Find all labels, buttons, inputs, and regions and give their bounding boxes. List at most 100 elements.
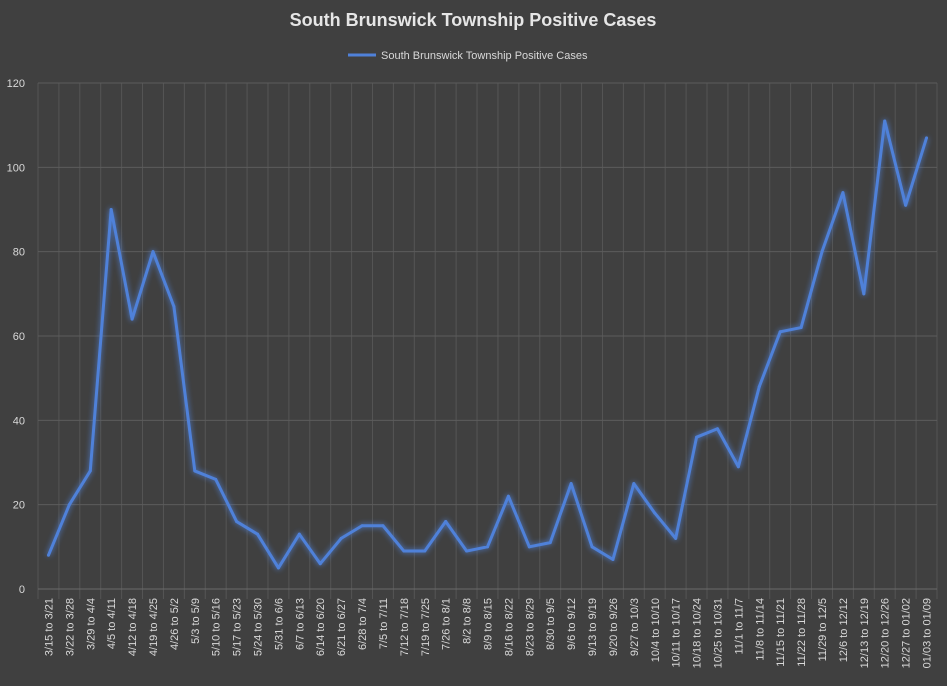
data-point bbox=[548, 541, 552, 545]
x-tick-label: 7/5 to 7/11 bbox=[378, 598, 390, 649]
data-point bbox=[214, 477, 218, 481]
x-tick-label: 4/26 to 5/2 bbox=[169, 598, 181, 650]
y-tick-label: 20 bbox=[13, 500, 25, 512]
data-point bbox=[925, 136, 929, 140]
y-tick-label: 100 bbox=[7, 162, 25, 174]
x-tick-label: 11/29 to 12/5 bbox=[817, 598, 829, 661]
x-tick-label: 01/03 to 01/09 bbox=[922, 598, 934, 668]
x-tick-label: 10/25 to 10/31 bbox=[712, 598, 724, 668]
data-point bbox=[841, 191, 845, 195]
data-point bbox=[130, 317, 134, 321]
x-tick-label: 4/19 to 4/25 bbox=[148, 598, 160, 656]
y-axis: 0 20 40 60 80 100 120 bbox=[7, 78, 25, 596]
legend: South Brunswick Township Positive Cases bbox=[348, 50, 588, 62]
data-point bbox=[465, 549, 469, 553]
data-point bbox=[172, 304, 176, 308]
x-tick-label: 12/27 to 01/02 bbox=[901, 598, 913, 668]
data-point bbox=[799, 326, 803, 330]
data-point bbox=[653, 511, 657, 515]
x-tick-label: 8/23 to 8/29 bbox=[524, 598, 536, 656]
data-point bbox=[778, 330, 782, 334]
data-point bbox=[318, 562, 322, 566]
data-point bbox=[339, 536, 343, 540]
x-tick-label: 9/20 to 9/26 bbox=[608, 598, 620, 656]
data-point bbox=[235, 520, 239, 524]
data-point bbox=[46, 553, 50, 557]
x-tick-label: 10/11 to 10/17 bbox=[671, 598, 683, 668]
legend-label: South Brunswick Township Positive Cases bbox=[381, 50, 588, 62]
x-tick-label: 5/24 to 5/30 bbox=[253, 598, 265, 656]
data-point bbox=[193, 469, 197, 473]
x-tick-label: 6/7 to 6/13 bbox=[294, 598, 306, 650]
data-point bbox=[151, 250, 155, 254]
x-tick-label: 10/18 to 10/24 bbox=[692, 598, 704, 668]
x-tick-label: 7/26 to 8/1 bbox=[441, 598, 453, 650]
data-point bbox=[67, 503, 71, 507]
x-tick-label: 8/9 to 8/15 bbox=[483, 598, 495, 650]
x-tick-label: 6/14 to 6/20 bbox=[315, 598, 327, 656]
x-tick-label: 11/22 to 11/28 bbox=[796, 598, 808, 667]
x-axis: 3/15 to 3/21 3/22 to 3/28 3/29 to 4/4 4/5 t… bbox=[43, 598, 933, 668]
data-point bbox=[506, 494, 510, 498]
x-tick-label: 4/5 to 4/11 bbox=[106, 598, 118, 649]
x-tick-label: 8/2 to 8/8 bbox=[462, 598, 474, 644]
data-point bbox=[109, 208, 113, 211]
x-tick-label: 5/10 to 5/16 bbox=[211, 598, 223, 656]
x-tick-label: 3/15 to 3/21 bbox=[43, 598, 55, 656]
x-tick-label: 8/16 to 8/22 bbox=[503, 598, 515, 656]
data-point bbox=[256, 532, 260, 536]
data-point bbox=[862, 292, 866, 296]
x-tick-label: 6/28 to 7/4 bbox=[357, 598, 369, 650]
data-point bbox=[883, 119, 887, 123]
data-point bbox=[381, 524, 385, 528]
data-point bbox=[715, 427, 719, 431]
series-line bbox=[47, 119, 928, 570]
data-point bbox=[736, 465, 740, 469]
x-tick-label: 11/8 to 11/14 bbox=[754, 598, 766, 661]
data-point bbox=[423, 549, 427, 553]
x-tick-label: 11/1 to 11/7 bbox=[733, 598, 745, 654]
data-point bbox=[590, 545, 594, 549]
x-tick-label: 7/12 to 7/18 bbox=[399, 598, 411, 656]
y-tick-label: 80 bbox=[13, 247, 25, 259]
data-point bbox=[486, 545, 489, 549]
x-tick-label: 9/6 to 9/12 bbox=[566, 598, 578, 650]
x-tick-label: 7/19 to 7/25 bbox=[420, 598, 432, 656]
x-tick-label: 11/15 to 11/21 bbox=[775, 598, 787, 667]
y-tick-label: 0 bbox=[19, 584, 25, 596]
data-point bbox=[820, 250, 824, 254]
series-cases bbox=[46, 119, 929, 570]
data-point bbox=[276, 566, 280, 570]
x-tick-label: 10/4 to 10/10 bbox=[650, 598, 662, 662]
data-point bbox=[569, 482, 573, 486]
data-point bbox=[360, 524, 364, 528]
data-point bbox=[695, 435, 699, 439]
x-tick-label: 5/31 to 6/6 bbox=[273, 598, 285, 650]
x-tick-label: 9/27 to 10/3 bbox=[629, 598, 641, 656]
data-point bbox=[674, 536, 678, 540]
y-tick-label: 40 bbox=[13, 415, 25, 427]
data-point bbox=[904, 203, 908, 207]
x-tick-label: 9/13 to 9/19 bbox=[587, 598, 599, 656]
data-point bbox=[611, 557, 615, 561]
y-tick-label: 120 bbox=[7, 78, 25, 90]
x-tick-label: 8/30 to 9/5 bbox=[545, 598, 557, 650]
data-point bbox=[632, 482, 636, 486]
data-point bbox=[444, 520, 448, 524]
x-tick-label: 5/17 to 5/23 bbox=[232, 598, 244, 656]
data-point bbox=[88, 469, 92, 473]
data-point bbox=[402, 549, 406, 553]
x-tick-label: 3/29 to 4/4 bbox=[85, 598, 97, 650]
x-tick-label: 3/22 to 3/28 bbox=[64, 598, 76, 656]
data-point bbox=[297, 532, 301, 536]
gridlines bbox=[37, 82, 938, 599]
x-tick-label: 12/6 to 12/12 bbox=[838, 598, 850, 662]
x-tick-label: 12/20 to 12/26 bbox=[880, 598, 892, 668]
data-point bbox=[527, 545, 531, 549]
x-tick-label: 12/13 to 12/19 bbox=[859, 598, 871, 668]
x-tick-label: 6/21 to 6/27 bbox=[336, 598, 348, 656]
x-tick-label: 4/12 to 4/18 bbox=[127, 598, 139, 656]
y-tick-label: 60 bbox=[13, 331, 25, 343]
x-tick-label: 5/3 to 5/9 bbox=[190, 598, 202, 644]
